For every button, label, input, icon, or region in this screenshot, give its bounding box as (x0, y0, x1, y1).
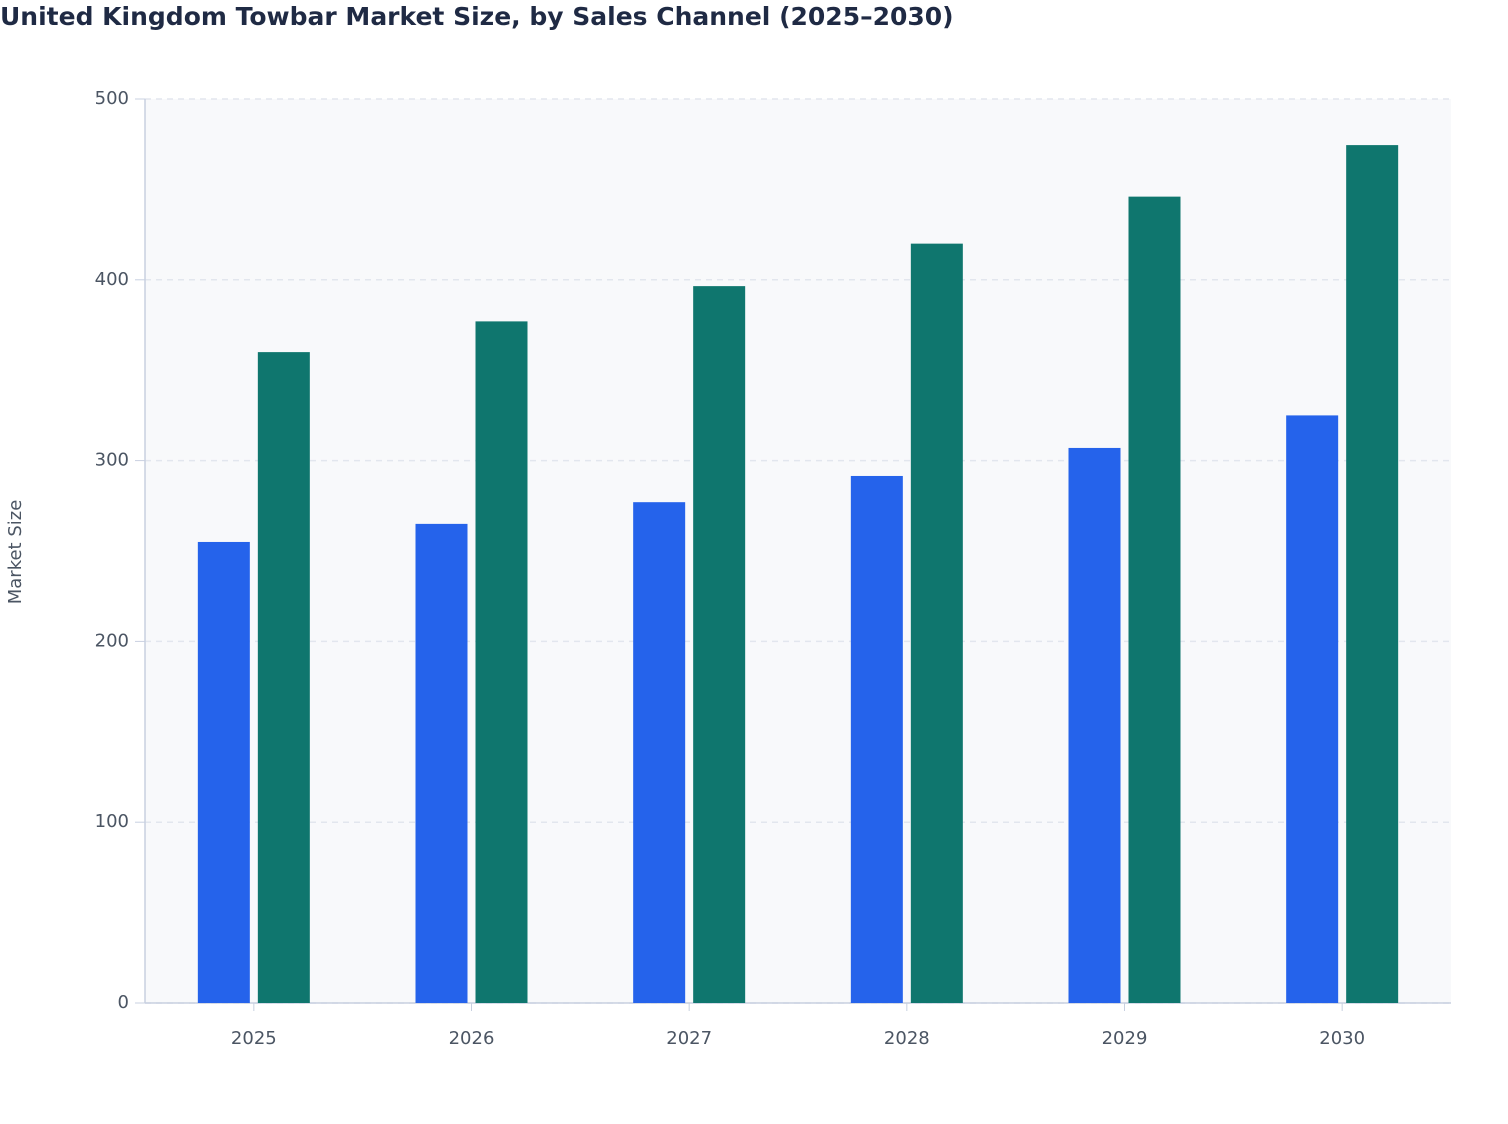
plot-background (145, 99, 1451, 1003)
x-tick-label: 2026 (449, 1028, 495, 1049)
x-tick-label: 2030 (1319, 1028, 1365, 1049)
x-tick-label: 2028 (884, 1028, 930, 1049)
bar (1346, 145, 1399, 1003)
bar (1128, 196, 1181, 1003)
chart-title: United Kingdom Towbar Market Size, by Sa… (0, 2, 954, 31)
bar (257, 352, 310, 1003)
bar (633, 502, 686, 1003)
x-tick-label: 2029 (1102, 1028, 1148, 1049)
y-tick-label: 100 (95, 811, 129, 832)
bar (910, 243, 963, 1003)
bar (850, 475, 903, 1003)
y-tick-label: 300 (95, 450, 129, 471)
y-tick-label: 500 (95, 88, 129, 109)
bar (1068, 447, 1121, 1004)
y-tick-label: 0 (118, 992, 129, 1013)
bar (415, 523, 468, 1003)
x-tick-label: 2025 (231, 1028, 277, 1049)
bar (693, 286, 746, 1003)
x-tick-label: 2027 (666, 1028, 712, 1049)
y-axis-label: Market Size (5, 500, 26, 605)
bar (1286, 415, 1339, 1003)
bar (475, 321, 528, 1003)
bar (197, 541, 250, 1003)
y-tick-label: 200 (95, 630, 129, 651)
y-tick-label: 400 (95, 269, 129, 290)
